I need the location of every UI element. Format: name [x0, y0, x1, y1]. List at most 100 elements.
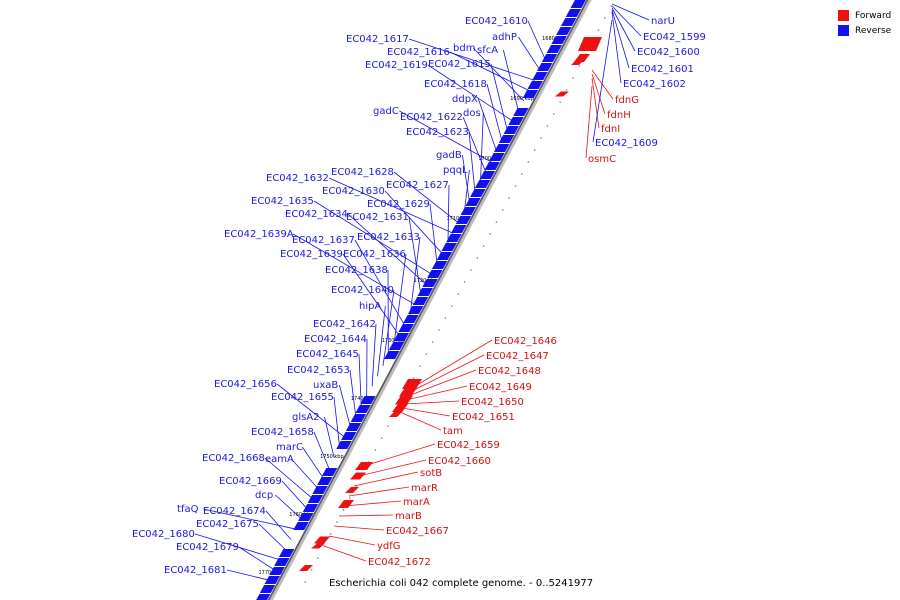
reverse-gene-block: [293, 522, 309, 530]
reverse-gene-block: [350, 414, 367, 422]
forward-gene-label-leader: [411, 339, 493, 389]
forward-gene-label-leader: [403, 400, 460, 405]
forward-gene-block: [555, 91, 569, 97]
reverse-gene-label-leader: [393, 253, 407, 346]
reverse-gene-block: [551, 36, 567, 44]
reverse-gene-label: eamA: [265, 454, 294, 465]
reverse-gene-block: [546, 45, 563, 53]
reverse-gene-label: sfcA: [477, 45, 498, 56]
reverse-gene-label-leader: [462, 116, 487, 173]
forward-gene-label: EC042_1672: [368, 557, 431, 568]
reverse-gene-block: [360, 396, 376, 404]
forward-gene-label: sotB: [420, 468, 442, 479]
reverse-gene-label-leader: [393, 171, 460, 224]
reverse-gene-label: EC042_1632: [266, 173, 329, 184]
reverse-gene-label: EC042_1634: [285, 209, 348, 220]
reverse-gene-label-leader: [449, 51, 530, 91]
reverse-gene-label-leader: [324, 416, 335, 458]
reverse-gene-block: [431, 261, 448, 269]
track-dot: [444, 317, 447, 319]
track-dot: [489, 233, 491, 235]
axis-tick-label: 1750 kbp: [320, 454, 344, 460]
reverse-gene-block: [298, 513, 314, 521]
legend-label-reverse: Reverse: [855, 25, 892, 36]
track-dot: [374, 449, 377, 451]
reverse-gene-label-leader: [384, 190, 443, 255]
track-dot: [559, 101, 561, 103]
legend-swatch-reverse: [838, 25, 849, 36]
reverse-gene-label-leader: [339, 384, 351, 428]
track-dot: [508, 197, 510, 199]
track-dot: [476, 257, 479, 259]
top-gene-label-leader: [611, 5, 642, 37]
forward-gene-label: EC042_1646: [494, 336, 557, 347]
reverse-gene-block: [302, 504, 319, 512]
reverse-gene-block: [503, 126, 519, 134]
reverse-gene-label-leader: [473, 47, 525, 102]
reverse-gene-block: [527, 81, 543, 89]
reverse-gene-block: [307, 495, 324, 503]
reverse-gene-label: EC042_1617: [346, 34, 409, 45]
reverse-gene-block: [264, 576, 280, 584]
track-dot: [572, 77, 574, 79]
genome-backbone-shadow: [268, 0, 592, 600]
reverse-gene-label-leader: [264, 457, 313, 499]
top-gene-label-leader: [591, 73, 606, 115]
reverse-gene-block: [407, 306, 424, 314]
reverse-gene-block: [451, 225, 467, 233]
track-dot: [540, 137, 542, 139]
reverse-gene-label: EC042_1630: [322, 186, 385, 197]
reverse-gene-label: EC042_1674: [203, 506, 266, 517]
track-dot: [546, 125, 549, 127]
reverse-gene-label: EC042_1638: [325, 265, 388, 276]
top-gene-label-leader: [611, 3, 650, 21]
reverse-gene-label: EC042_1681: [164, 565, 227, 576]
reverse-gene-label: gadB: [436, 150, 462, 161]
reverse-gene-label: EC042_1639A: [224, 229, 294, 240]
reverse-gene-label-leader: [342, 253, 400, 336]
reverse-gene-label-leader: [333, 396, 341, 448]
reverse-gene-label-leader: [371, 323, 377, 387]
reverse-gene-label: EC042_1631: [346, 212, 409, 223]
reverse-gene-label-leader: [302, 446, 324, 479]
forward-gene-label-leader: [409, 354, 485, 393]
reverse-gene-label-leader: [258, 523, 286, 550]
track-dot: [578, 65, 581, 67]
forward-gene-block: [578, 37, 602, 51]
reverse-gene-label: EC042_1680: [132, 529, 195, 540]
reverse-gene-block: [446, 234, 462, 242]
reverse-gene-label: EC042_1635: [251, 196, 314, 207]
reverse-gene-label: marC: [276, 442, 303, 453]
reverse-gene-label-leader: [527, 20, 546, 61]
reverse-gene-label-leader: [226, 569, 270, 581]
reverse-gene-block: [278, 549, 295, 557]
track-dot: [514, 185, 517, 187]
forward-gene-label-leader: [353, 471, 419, 487]
axis-tick-label: 1720 kbp: [414, 278, 438, 284]
reverse-gene-label: EC042_1616: [387, 47, 450, 58]
reverse-gene-block: [355, 405, 371, 413]
top-gene-label-leader: [585, 85, 593, 159]
reverse-gene-label: pqqL: [443, 165, 468, 176]
reverse-gene-label: EC042_1644: [304, 334, 367, 345]
reverse-gene-label-leader: [462, 154, 471, 203]
forward-gene-label-leader: [348, 486, 410, 497]
reverse-gene-label: tfaQ: [177, 504, 199, 515]
forward-gene-label: ydfG: [377, 541, 401, 552]
reverse-gene-label: EC042_1640: [331, 285, 394, 296]
reverse-gene-label-leader: [480, 112, 484, 183]
legend-swatch-forward: [838, 10, 849, 21]
forward-gene-label: EC042_1660: [428, 456, 491, 467]
forward-gene-block: [314, 536, 330, 544]
forward-gene-label: EC042_1651: [452, 412, 515, 423]
reverse-gene-label-leader: [377, 305, 386, 377]
reverse-gene-label-leader: [463, 169, 470, 214]
reverse-gene-label: EC042_1628: [331, 167, 394, 178]
forward-gene-block: [338, 500, 354, 508]
axis-tick-label: 1770 kbp: [258, 570, 282, 576]
reverse-gene-block: [565, 9, 582, 17]
reverse-gene-label: glsA2: [292, 412, 320, 423]
track-dot: [521, 173, 523, 175]
track-dot: [470, 269, 472, 271]
